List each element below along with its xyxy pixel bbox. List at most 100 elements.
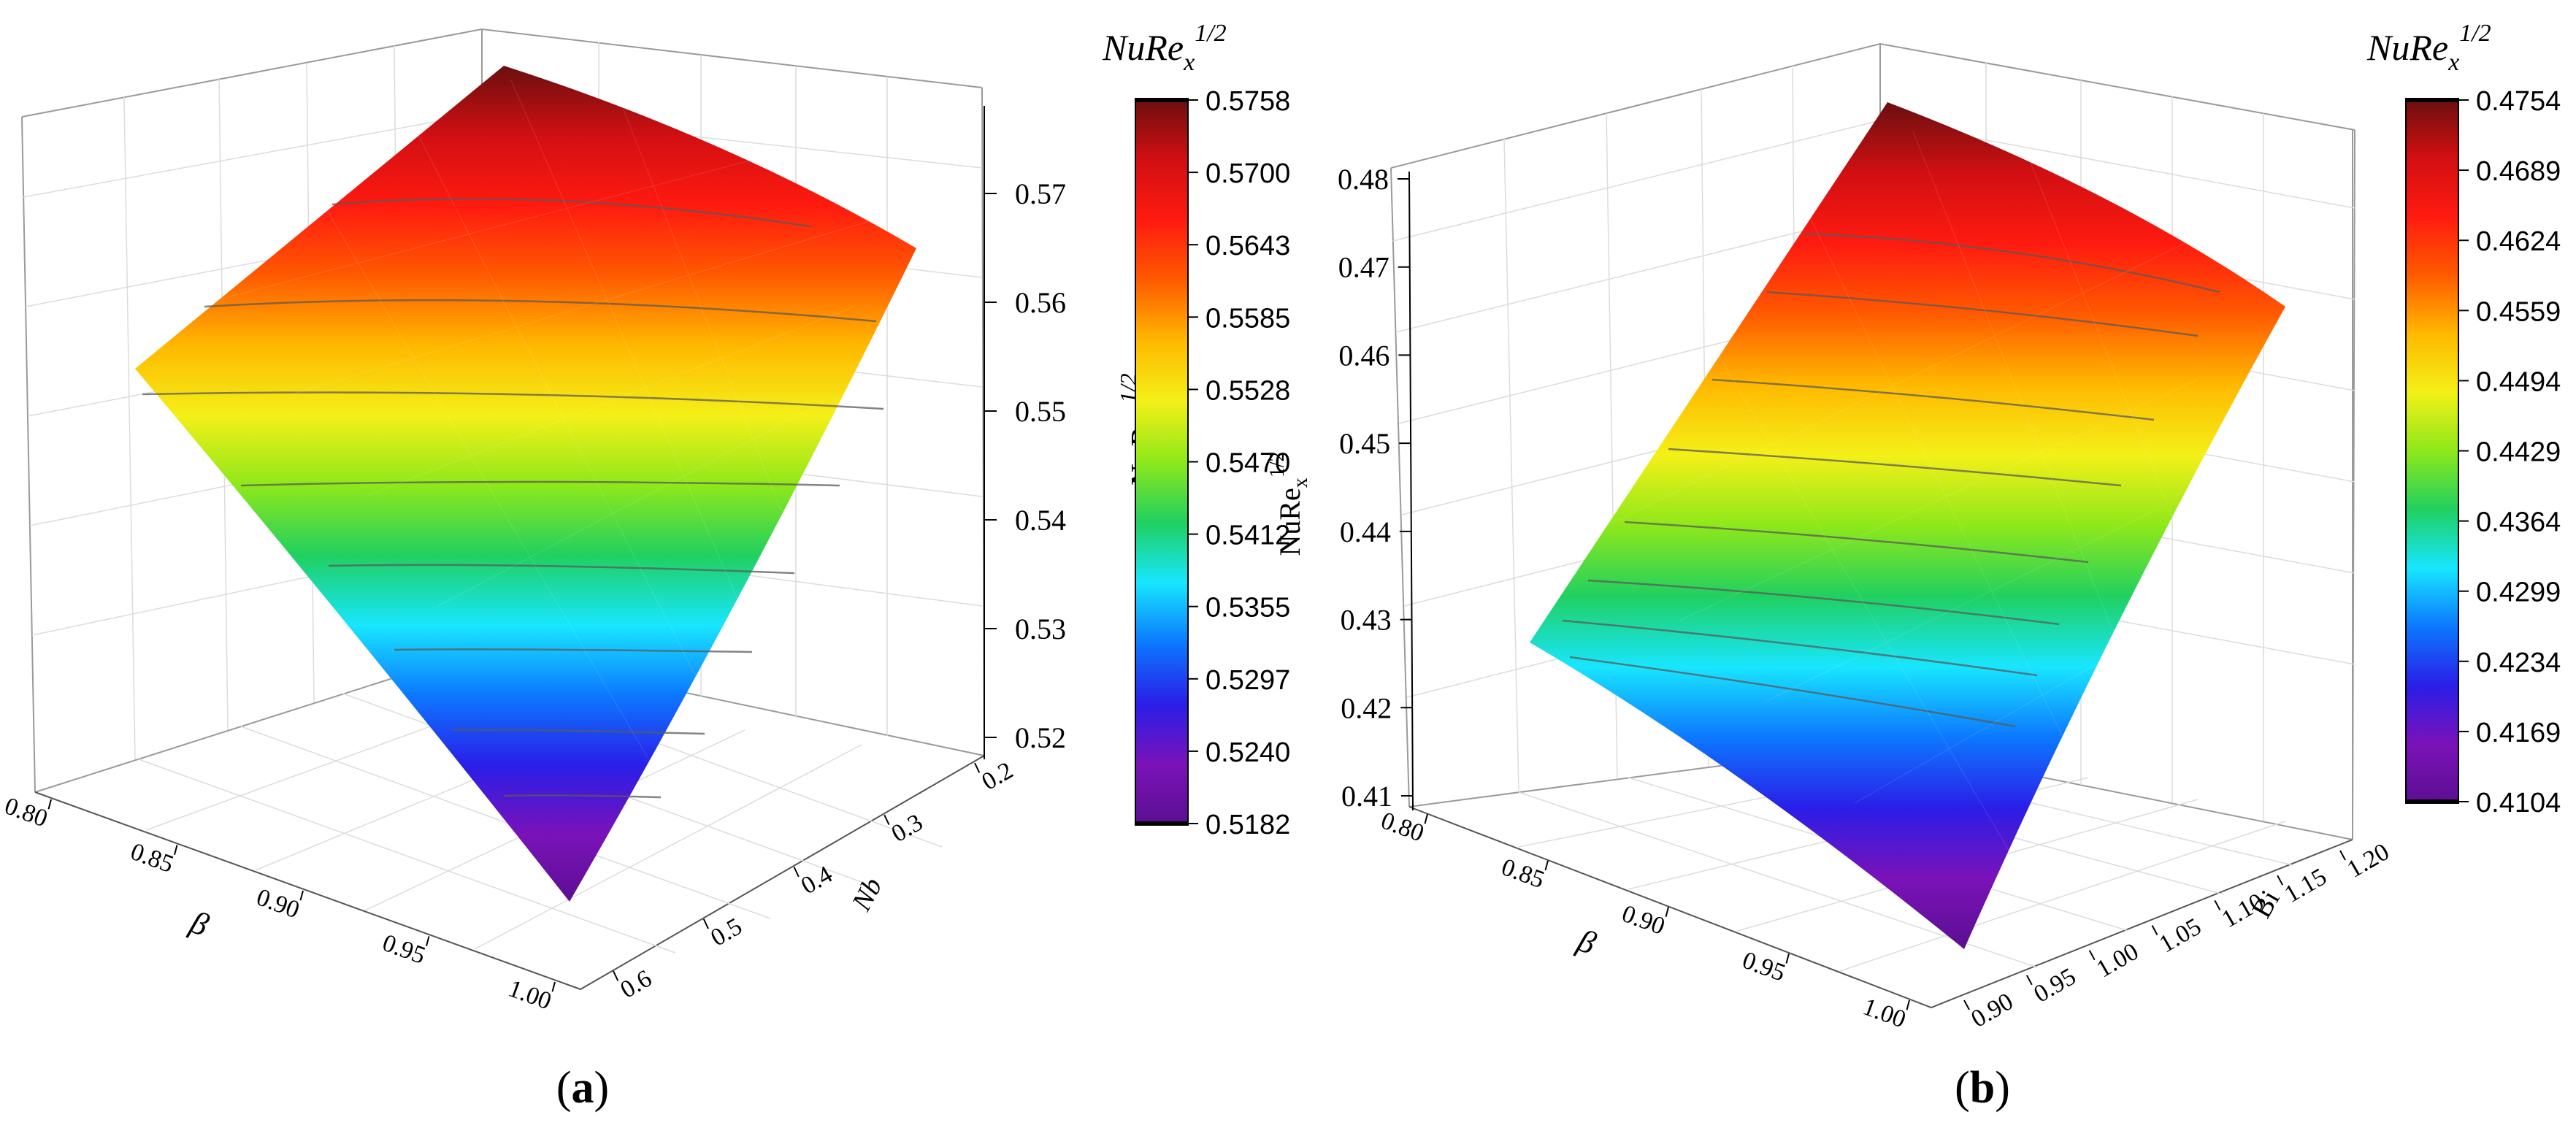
colorbar-tick-label: 0.4624 xyxy=(2476,226,2561,257)
axis-tick-label: 0.4 xyxy=(797,861,837,899)
colorbar-tick-label: 0.4689 xyxy=(2476,156,2561,187)
axis-tick-mark xyxy=(551,981,556,992)
surface-b xyxy=(1530,102,2285,949)
colorbar-tick-label: 0.4429 xyxy=(2476,437,2561,468)
z-tick-label: 0.54 xyxy=(1015,504,1066,537)
axis-tick-mark xyxy=(883,814,890,825)
panel-b: 0.48 0.47 0.46 0.45 0.44 0.43 0.42 0.41 NuRex1/… xyxy=(1266,20,2561,1113)
x-axis-label-a: β xyxy=(185,904,213,943)
colorbar-tick-label: 0.4299 xyxy=(2476,578,2561,608)
axis-tick-label: 1.00 xyxy=(505,975,555,1015)
panel-label-a: (a) xyxy=(556,1063,609,1113)
colorbar-tick-label: 0.5700 xyxy=(1205,158,1290,189)
axis-tick-mark xyxy=(2277,875,2284,886)
z-tick-label: 0.47 xyxy=(1338,251,1389,284)
colorbar-tick-label: 0.5240 xyxy=(1205,737,1290,768)
axis-tick-label: 0.6 xyxy=(616,965,656,1004)
axis-tick-label: 0.85 xyxy=(127,838,177,878)
z-tick-label: 0.57 xyxy=(1015,177,1066,210)
z-tick-label: 0.44 xyxy=(1340,515,1391,548)
axis-tick-mark xyxy=(1963,1000,1970,1010)
axis-tick-label: 0.80 xyxy=(1,792,51,832)
axis-tick-mark xyxy=(1544,860,1549,871)
axis-tick-label: 1.00 xyxy=(2092,938,2143,983)
axis-tick-label: 0.95 xyxy=(379,929,429,970)
axis-tick-label: 0.90 xyxy=(1618,900,1668,940)
contours-a xyxy=(142,197,884,799)
colorbar-a: NuRex1/2 0.5758 0.5700 0.5643 0.5585 0.5528 0… xyxy=(1102,20,1290,840)
axis-tick-label: 0.5 xyxy=(706,913,746,951)
z-tick-label: 0.43 xyxy=(1341,604,1392,637)
axis-tick-mark xyxy=(2088,950,2096,961)
contours-b xyxy=(1562,232,2220,728)
axis-tick-mark xyxy=(702,918,709,929)
axis-tick-label: 0.95 xyxy=(1739,947,1789,987)
axis-tick-mark xyxy=(2339,850,2346,861)
colorbar-tick-label: 0.4234 xyxy=(2476,648,2561,678)
axis-tick-mark xyxy=(793,867,800,878)
z-tick-label: 0.56 xyxy=(1015,286,1066,319)
z-tick-label: 0.53 xyxy=(1015,613,1066,645)
axis-tick-mark xyxy=(47,799,52,810)
colorbar-tick-label: 0.4169 xyxy=(2476,718,2561,748)
colorbar-swatch-a xyxy=(1135,98,1189,826)
axis-tick-label: 0.85 xyxy=(1498,853,1548,894)
axis-tick-mark xyxy=(426,936,430,947)
axis-tick-label: 1.20 xyxy=(2343,838,2394,883)
axis-tick-label: 1.15 xyxy=(2280,863,2331,908)
axis-tick-mark xyxy=(974,762,981,773)
colorbar-tick-label: 0.5297 xyxy=(1205,665,1290,696)
colorbar-tick-label: 0.4364 xyxy=(2476,507,2561,538)
axis-tick-label: 1.00 xyxy=(1859,993,1909,1033)
axis-tick-mark xyxy=(613,970,619,981)
axis-tick-label: 0.2 xyxy=(978,757,1018,796)
colorbar-tick-label: 0.5355 xyxy=(1205,593,1290,624)
z-tick-label: 0.55 xyxy=(1015,395,1066,428)
mesh-a xyxy=(218,80,877,775)
colorbar-tick-label: 0.5412 xyxy=(1205,521,1290,551)
panel-a: 0.57 0.56 0.55 0.54 0.53 0.52 NuRex1/2 0.80 0.… xyxy=(1,20,1290,1113)
colorbar-tick-label: 0.5470 xyxy=(1205,448,1290,479)
colorbar-tick-label: 0.5585 xyxy=(1205,303,1290,334)
axis-tick-label: 1.05 xyxy=(2155,913,2206,959)
axis-tick-mark xyxy=(2214,899,2221,910)
colorbar-title-a: NuRex1/2 xyxy=(1102,20,1227,76)
surface-a xyxy=(135,66,916,902)
colorbar-title-b: NuRex1/2 xyxy=(2366,20,2491,76)
axis-tick-mark xyxy=(2151,925,2158,935)
mesh-b xyxy=(1606,131,2235,862)
axis-tick-mark xyxy=(174,845,178,856)
z-tick-label: 0.42 xyxy=(1341,691,1392,724)
axis-tick-label: 0.95 xyxy=(2029,963,2080,1008)
panel-label-b: (b) xyxy=(1955,1063,2010,1113)
z-tick-label: 0.41 xyxy=(1341,780,1392,813)
colorbar-b: NuRex1/2 0.4754 0.4689 0.4624 0.4559 0.4494 0… xyxy=(2366,20,2561,818)
z-tick-label: 0.48 xyxy=(1338,163,1389,196)
axis-tick-label: 0.90 xyxy=(253,883,303,924)
colorbar-tick-label: 0.5528 xyxy=(1205,375,1290,406)
axis-tick-mark xyxy=(2025,975,2033,986)
axis-tick-mark xyxy=(1906,1000,1910,1010)
z-axis-a xyxy=(984,106,997,759)
axis-tick-mark xyxy=(1424,813,1428,824)
colorbar-swatch-b xyxy=(2405,98,2459,804)
colorbar-tick-label: 0.4494 xyxy=(2476,367,2561,397)
z-tick-label: 0.46 xyxy=(1338,339,1389,372)
axis-tick-mark xyxy=(299,890,304,901)
axis-tick-label: 0.3 xyxy=(887,809,927,848)
z-axis-b xyxy=(1398,171,1414,811)
z-tick-label: 0.45 xyxy=(1339,427,1390,460)
axis-tick-label: 0.80 xyxy=(1377,807,1427,847)
colorbar-tick-label: 0.5182 xyxy=(1205,810,1290,840)
z-tick-label: 0.52 xyxy=(1015,721,1066,754)
axis-tick-mark xyxy=(1785,953,1790,964)
colorbar-tick-label: 0.4104 xyxy=(2476,788,2561,818)
axis-tick-label: 0.90 xyxy=(1967,988,2018,1033)
z-axis-label-b: NuRex1/2 xyxy=(1266,451,1312,556)
axis-tick-mark xyxy=(1665,907,1669,918)
colorbar-tick-label: 0.5758 xyxy=(1205,86,1290,117)
colorbar-tick-label: 0.4754 xyxy=(2476,86,2561,117)
colorbar-tick-label: 0.4559 xyxy=(2476,296,2561,327)
x-axis-label-b: β xyxy=(1573,922,1601,962)
